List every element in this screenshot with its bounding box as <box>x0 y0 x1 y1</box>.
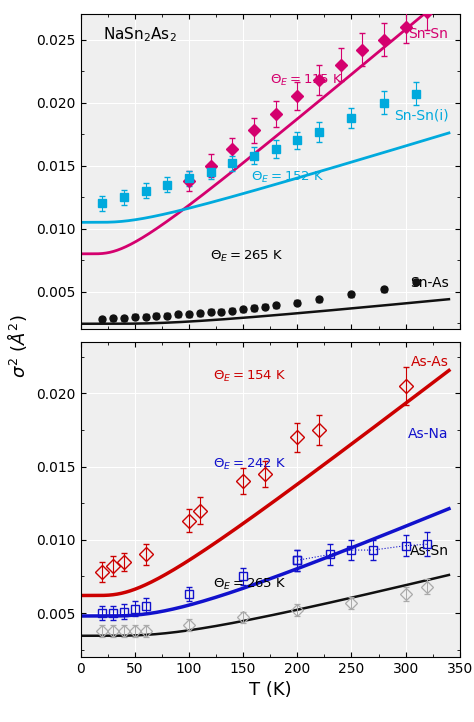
X-axis label: T (K): T (K) <box>249 682 292 700</box>
Text: $\sigma^2$ ($\AA^2$): $\sigma^2$ ($\AA^2$) <box>5 315 28 378</box>
Text: $\Theta_E = 265$ K: $\Theta_E = 265$ K <box>213 577 287 592</box>
Text: NaSn$_2$As$_2$: NaSn$_2$As$_2$ <box>103 26 177 44</box>
Text: $\Theta_E = 242$ K: $\Theta_E = 242$ K <box>213 457 287 472</box>
Text: As-As: As-As <box>410 355 448 369</box>
Text: As-Sn: As-Sn <box>410 544 448 557</box>
Text: Sn-Sn(i): Sn-Sn(i) <box>394 109 448 123</box>
Text: $\Theta_E = 154$ K: $\Theta_E = 154$ K <box>213 369 287 384</box>
Text: $\Theta_E = 265$ K: $\Theta_E = 265$ K <box>210 249 283 264</box>
Text: Sn-Sn: Sn-Sn <box>409 27 448 41</box>
Text: As-Na: As-Na <box>408 427 448 441</box>
Text: $\Theta_E = 115$ K: $\Theta_E = 115$ K <box>270 73 344 88</box>
Text: Sn-As: Sn-As <box>410 276 448 290</box>
Text: $\Theta_E = 152$ K: $\Theta_E = 152$ K <box>251 170 325 186</box>
